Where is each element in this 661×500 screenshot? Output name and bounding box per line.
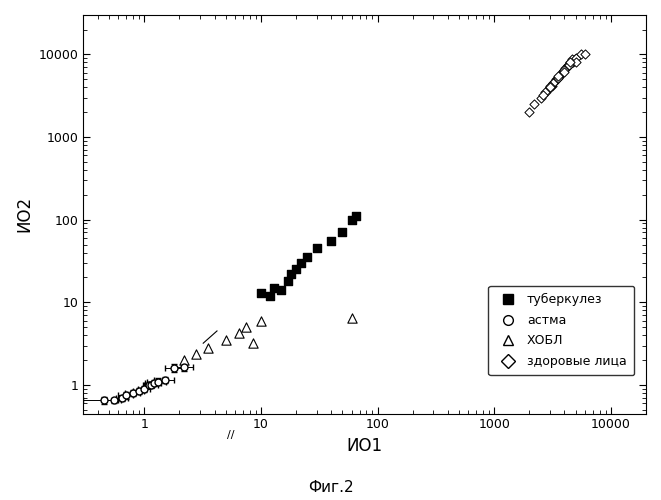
Point — [295, 259, 306, 267]
Point — [545, 84, 555, 92]
Point — [191, 350, 202, 358]
Point — [269, 284, 280, 292]
Text: Фиг.2: Фиг.2 — [307, 480, 354, 495]
Point — [560, 64, 570, 72]
Point — [549, 77, 560, 85]
Point — [524, 108, 535, 116]
Point — [545, 82, 555, 90]
Point — [566, 56, 577, 64]
Point — [535, 94, 546, 102]
Point — [346, 314, 357, 322]
Point — [553, 72, 563, 80]
Point — [554, 72, 564, 80]
Point — [545, 82, 556, 90]
Point — [546, 82, 557, 90]
Point — [256, 316, 266, 324]
Point — [559, 68, 570, 76]
Point — [234, 330, 245, 338]
Point — [276, 286, 287, 294]
Point — [350, 212, 361, 220]
Point — [580, 50, 590, 58]
Point — [346, 216, 357, 224]
Point — [564, 60, 574, 68]
Point — [551, 76, 562, 84]
Point — [559, 66, 570, 74]
Point — [291, 266, 301, 274]
Point — [555, 70, 565, 78]
Text: //: // — [227, 430, 235, 440]
Point — [241, 323, 252, 331]
Legend: туберкулез, астма, ХОБЛ, здоровые лица: туберкулез, астма, ХОБЛ, здоровые лица — [488, 286, 634, 376]
Point — [337, 228, 348, 236]
Point — [545, 84, 555, 92]
Point — [561, 64, 571, 72]
Point — [552, 74, 563, 82]
Point — [558, 68, 568, 76]
Point — [202, 344, 213, 352]
Point — [564, 60, 574, 68]
Point — [221, 336, 231, 344]
X-axis label: ИО1: ИО1 — [346, 437, 383, 455]
Point — [570, 54, 581, 62]
Point — [570, 55, 580, 63]
Point — [256, 289, 266, 297]
Point — [563, 62, 573, 70]
Point — [553, 74, 563, 82]
Point — [247, 339, 258, 347]
Point — [311, 244, 322, 252]
Point — [179, 356, 190, 364]
Point — [564, 58, 575, 66]
Point — [282, 277, 293, 285]
Point — [549, 78, 559, 86]
Point — [565, 60, 576, 68]
Point — [559, 66, 570, 74]
Point — [563, 60, 573, 68]
Point — [286, 270, 296, 278]
Point — [557, 67, 568, 75]
Point — [570, 58, 581, 66]
Point — [568, 56, 579, 64]
Y-axis label: ИО2: ИО2 — [15, 196, 33, 232]
Point — [575, 50, 586, 58]
Point — [565, 58, 576, 66]
Point — [567, 58, 578, 66]
Point — [557, 69, 567, 77]
Point — [566, 58, 577, 66]
Point — [302, 254, 313, 262]
Point — [545, 84, 555, 92]
Point — [539, 88, 550, 96]
Point — [555, 70, 566, 78]
Point — [548, 79, 559, 87]
Point — [562, 63, 572, 71]
Point — [265, 292, 276, 300]
Point — [529, 100, 539, 108]
Point — [326, 237, 336, 245]
Point — [541, 88, 552, 96]
Point — [548, 79, 559, 87]
Point — [553, 74, 563, 82]
Point — [554, 72, 564, 80]
Point — [537, 92, 548, 100]
